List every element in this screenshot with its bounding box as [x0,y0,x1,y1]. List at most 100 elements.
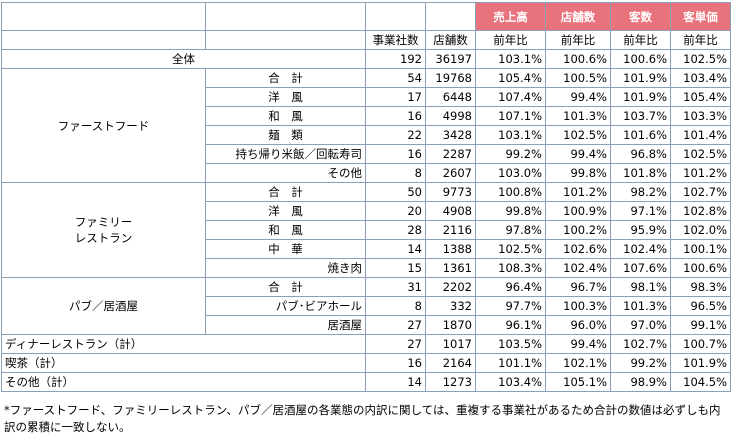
value-cell: 2607 [425,163,476,183]
empty-cell [1,2,206,31]
value-cell: 102.5% [475,239,546,259]
value-cell: 101.3% [610,296,671,316]
table-row: その他（計） 14 1273 103.4% 105.1% 98.9% 104.5% [1,372,731,392]
value-cell: 101.6% [610,125,671,145]
value-cell: 27 [365,334,426,354]
metric-header: 客数 [610,2,671,31]
value-cell: 3428 [425,125,476,145]
column-header: 事業社数 [365,30,426,50]
value-cell: 100.6% [545,49,611,69]
value-cell: 96.5% [670,296,731,316]
table-row: 事業社数 店舗数 前年比 前年比 前年比 前年比 [1,30,731,50]
table-body: 売上高 店舗数 客数 客単価 事業社数 店舗数 前年比 前年比 前年比 前年比 全体 192 36197… [1,2,731,392]
empty-cell [1,30,206,50]
sub-label: 中 華 [205,239,366,259]
value-cell: 101.3% [545,106,611,126]
value-cell: 2116 [425,220,476,240]
empty-cell [205,2,366,31]
value-cell: 103.5% [475,334,546,354]
value-cell: 16 [365,353,426,373]
value-cell: 96.0% [545,315,611,335]
table-row: パブ･ビアホール 8 332 97.7% 100.3% 101.3% 96.5% [2,296,731,316]
value-cell: 99.4% [545,334,611,354]
value-cell: 101.8% [610,163,671,183]
value-cell: 99.4% [545,144,611,164]
empty-cell [365,2,426,31]
value-cell: 100.3% [545,296,611,316]
sub-label: 洋 風 [205,87,366,107]
value-cell: 28 [365,220,426,240]
table-row: ファーストフード合 計 54 19768 105.4% 100.5% 101.9% 103.… [1,68,731,183]
value-cell: 102.7% [670,182,731,202]
value-cell: 99.4% [545,87,611,107]
value-cell: 107.4% [475,87,546,107]
value-cell: 99.8% [475,201,546,221]
value-cell: 96.1% [475,315,546,335]
value-cell: 4998 [425,106,476,126]
table-row: 洋 風 20 4908 99.8% 100.9% 97.1% 102.8% [2,201,731,221]
sub-label: 洋 風 [205,201,366,221]
value-cell: 95.9% [610,220,671,240]
value-cell: 16 [365,106,426,126]
value-cell: 100.5% [545,68,611,88]
value-cell: 105.4% [670,87,731,107]
value-cell: 101.2% [670,163,731,183]
value-cell: 101.1% [475,353,546,373]
value-cell: 99.8% [545,163,611,183]
value-cell: 103.0% [475,163,546,183]
table-row: 和 風 28 2116 97.8% 100.2% 95.9% 102.0% [2,220,731,240]
value-cell: 103.3% [670,106,731,126]
value-cell: 98.1% [610,277,671,297]
value-cell: 102.5% [670,144,731,164]
value-cell: 97.0% [610,315,671,335]
metric-header: 店舗数 [545,2,611,31]
value-cell: 17 [365,87,426,107]
value-cell: 50 [365,182,426,202]
sub-label: パブ･ビアホール [205,296,366,316]
value-cell: 14 [365,372,426,392]
value-cell: 108.3% [475,258,546,278]
footnote: *ファーストフード、ファミリーレストラン、パブ／居酒屋の各業態の内訳に関しては、… [4,403,721,434]
value-cell: 16 [365,144,426,164]
value-cell: 6448 [425,87,476,107]
value-cell: 100.6% [670,258,731,278]
group-label: ファーストフード [1,68,206,183]
value-cell: 98.2% [610,182,671,202]
value-cell: 102.4% [545,258,611,278]
value-cell: 4908 [425,201,476,221]
table-row: 売上高 店舗数 客数 客単価 [1,2,731,31]
value-cell: 102.1% [545,353,611,373]
empty-cell [205,30,366,50]
value-cell: 101.9% [610,68,671,88]
column-header: 前年比 [670,30,731,50]
value-cell: 8 [365,163,426,183]
metric-header: 客単価 [670,2,731,31]
value-cell: 97.1% [610,201,671,221]
value-cell: 96.8% [610,144,671,164]
value-cell: 9773 [425,182,476,202]
table-row: 洋 風 17 6448 107.4% 99.4% 101.9% 105.4% [2,87,731,107]
value-cell: 14 [365,239,426,259]
value-cell: 99.1% [670,315,731,335]
value-cell: 15 [365,258,426,278]
group-label: パブ／居酒屋 [1,277,206,335]
value-cell: 103.4% [475,372,546,392]
column-header: 前年比 [545,30,611,50]
value-cell: 101.4% [670,125,731,145]
value-cell: 100.6% [610,49,671,69]
sub-label: 和 風 [205,220,366,240]
metric-header: 売上高 [475,2,546,31]
value-cell: 96.7% [545,277,611,297]
value-cell: 103.1% [475,49,546,69]
value-cell: 105.4% [475,68,546,88]
table-row: 持ち帰り米飯／回転寿司 16 2287 99.2% 99.4% 96.8% 102.5% [2,144,731,164]
sub-label: 合 計 [205,68,366,88]
value-cell: 1273 [425,372,476,392]
value-cell: 102.4% [610,239,671,259]
value-cell: 104.5% [670,372,731,392]
value-cell: 102.7% [610,334,671,354]
value-cell: 97.7% [475,296,546,316]
value-cell: 102.5% [545,125,611,145]
value-cell: 101.9% [610,87,671,107]
